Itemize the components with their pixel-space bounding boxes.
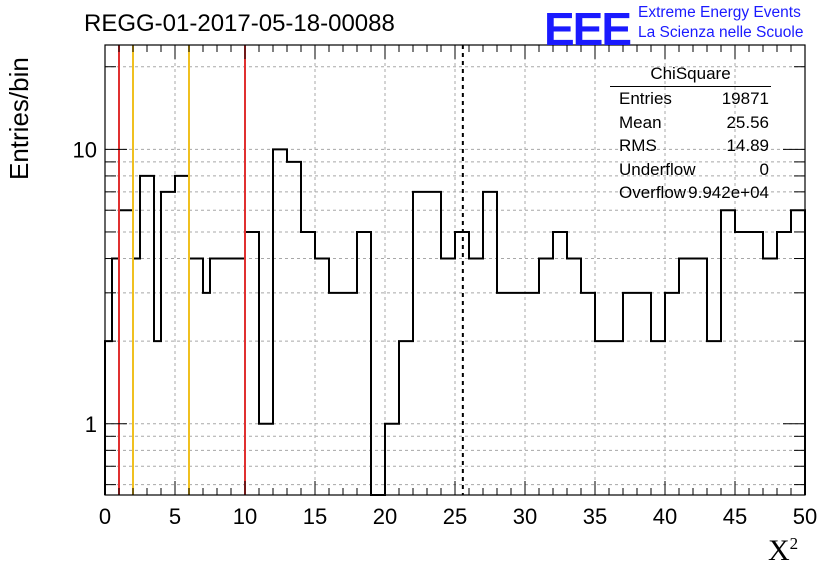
x-axis-label-base: X: [768, 534, 790, 567]
stats-row-underflow: Underflow 0: [610, 158, 777, 182]
y-axis-label: Entries/bin: [4, 57, 34, 180]
stats-row-rms: RMS 14.89: [610, 134, 777, 158]
y-tick-label: 1: [85, 412, 97, 437]
stats-row-mean: Mean 25.56: [610, 111, 777, 135]
histogram-series: [104, 148, 806, 496]
x-tick-label: 10: [233, 504, 257, 529]
eee-logo: EEE: [544, 3, 632, 55]
stats-value: 14.89: [726, 136, 769, 155]
stats-key: Mean: [619, 112, 662, 132]
stats-box: ChiSquare Entries 19871 Mean 25.56 RMS 14.8…: [610, 64, 777, 205]
stats-row-entries: Entries 19871: [610, 87, 777, 111]
logo-line-1: Extreme Energy Events: [638, 4, 801, 21]
x-tick-label: 40: [653, 504, 677, 529]
stats-key: Underflow: [619, 159, 696, 179]
stats-key: RMS: [619, 136, 657, 155]
y-tick-label: 10: [73, 137, 97, 162]
x-tick-label: 0: [99, 504, 111, 529]
x-tick-label: 35: [583, 504, 607, 529]
stats-key: Overflow: [619, 183, 687, 202]
stats-value: 0: [759, 159, 769, 179]
stats-value: 19871: [721, 89, 769, 108]
x-axis-label-superscript: 2: [789, 534, 799, 553]
x-tick-label: 30: [513, 504, 537, 529]
x-tick-label: 15: [303, 504, 327, 529]
stats-key: Entries: [619, 89, 672, 108]
x-tick-label: 45: [723, 504, 747, 529]
x-tick-label: 20: [373, 504, 397, 529]
x-tick-label: 50: [793, 504, 817, 529]
x-axis-label: X2: [768, 534, 798, 568]
stats-row-overflow: Overflow 9.942e+04: [610, 181, 777, 205]
x-tick-label: 25: [443, 504, 467, 529]
x-tick-label: 5: [169, 504, 181, 529]
stats-value: 9.942e+04: [688, 183, 769, 202]
logo-line-2: La Scienza nelle Scuole: [638, 24, 804, 41]
chart-title: REGG-01-2017-05-18-00088: [84, 10, 395, 37]
stats-value: 25.56: [726, 112, 769, 132]
stats-box-name: ChiSquare: [610, 64, 771, 87]
